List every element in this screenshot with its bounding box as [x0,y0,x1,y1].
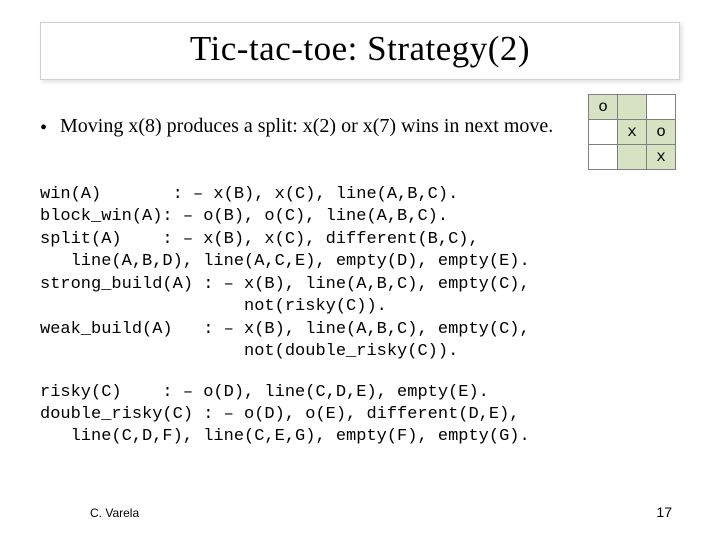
board-row: o [589,95,676,120]
board-cell: x [647,145,676,170]
code-block-2: risky(C) : – o(D), line(C,D,E), empty(E)… [40,382,680,449]
board-cell [589,120,618,145]
footer-author: C. Varela [90,506,139,520]
slide-title: Tic-tac-toe: Strategy(2) [57,29,663,69]
board-cell: o [589,95,618,120]
board-cell: x [618,120,647,145]
bullet-marker: • [40,114,60,141]
board-row: x o [589,120,676,145]
top-row: • Moving x(8) produces a split: x(2) or … [40,94,680,170]
tictactoe-board: o x o x [588,94,676,170]
bullet-item: • Moving x(8) produces a split: x(2) or … [40,94,570,141]
slide: Tic-tac-toe: Strategy(2) • Moving x(8) p… [0,0,720,540]
board-cell [618,145,647,170]
code-block-1: win(A) : – x(B), x(C), line(A,B,C). bloc… [40,184,680,364]
board-cell [589,145,618,170]
board-cell: o [647,120,676,145]
bullet-text: Moving x(8) produces a split: x(2) or x(… [60,114,570,141]
title-box: Tic-tac-toe: Strategy(2) [40,22,680,80]
board-cell [618,95,647,120]
footer-page: 17 [656,504,672,520]
board-row: x [589,145,676,170]
board-cell [647,95,676,120]
